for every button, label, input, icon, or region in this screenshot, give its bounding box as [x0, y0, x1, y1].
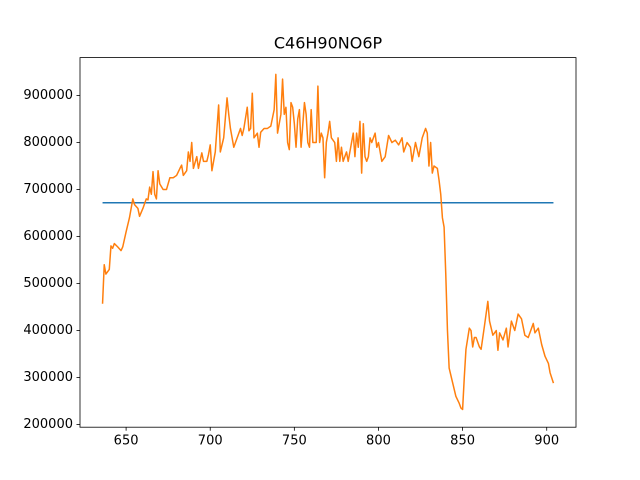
x-tick-label: 800 — [366, 434, 391, 449]
y-tick-label: 700000 — [23, 182, 73, 197]
x-tick-label: 750 — [282, 434, 307, 449]
chart-title: C46H90NO6P — [274, 34, 383, 53]
x-tick-label: 650 — [114, 434, 139, 449]
y-tick-label: 800000 — [23, 135, 73, 150]
y-tick-label: 400000 — [23, 323, 73, 338]
y-tick-label: 900000 — [23, 88, 73, 103]
y-tick-label: 300000 — [23, 370, 73, 385]
y-tick-label: 600000 — [23, 229, 73, 244]
x-tick-label: 850 — [450, 434, 475, 449]
y-tick-label: 200000 — [23, 417, 73, 432]
line-series — [101, 73, 555, 411]
x-tick-label: 700 — [198, 434, 223, 449]
plot-frame — [79, 57, 577, 428]
x-tick-label: 900 — [534, 434, 559, 449]
y-tick-label: 500000 — [23, 276, 73, 291]
